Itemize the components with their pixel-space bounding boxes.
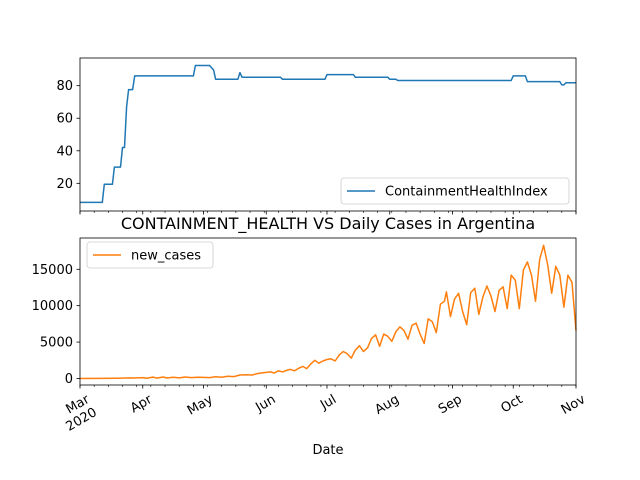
legend-label: ContainmentHealthIndex xyxy=(385,185,548,200)
series-line-ContainmentHealthIndex xyxy=(80,64,576,204)
y-tick-label: 5000 xyxy=(40,336,73,351)
bottom-axes: 0 5000 10000 15000 Mar2020 Apr May Jun Jul Aug Sep… xyxy=(32,214,589,458)
x-tick-label: May xyxy=(185,392,216,419)
x-tick-label: Oct xyxy=(498,392,525,416)
y-tick-label: 10000 xyxy=(32,299,73,314)
legend: new_cases xyxy=(86,241,214,269)
chart-title: CONTAINMENT_HEALTH VS Daily Cases in Arg… xyxy=(121,214,535,234)
y-tick-label: 0 xyxy=(65,372,73,387)
legend-box xyxy=(340,177,570,205)
axes-frame xyxy=(79,57,577,212)
x-axis-label: Date xyxy=(312,443,343,458)
top-axes: 20 40 60 80 ContainmentHealthIndex xyxy=(56,57,577,215)
y-tick-label: 60 xyxy=(56,112,73,127)
x-tick-label: Sep xyxy=(436,392,465,417)
x-tick-label: Jul xyxy=(317,392,339,413)
axes-frame xyxy=(79,237,577,386)
y-tick-label: 40 xyxy=(56,144,73,159)
x-tick-label: Apr xyxy=(128,392,156,417)
series-line-new_cases xyxy=(79,244,577,380)
x-tick-label: Nov xyxy=(559,392,589,418)
legend: ContainmentHealthIndex xyxy=(340,177,570,205)
x-tick-label: Jun xyxy=(252,392,278,416)
y-tick-label: 15000 xyxy=(32,263,73,278)
y-tick-label: 20 xyxy=(56,177,73,192)
y-tick-label: 80 xyxy=(56,79,73,94)
x-tick-label: Mar2020 xyxy=(56,392,100,435)
x-tick-label: Aug xyxy=(372,392,401,418)
legend-box xyxy=(86,241,214,269)
legend-label: new_cases xyxy=(131,249,201,264)
